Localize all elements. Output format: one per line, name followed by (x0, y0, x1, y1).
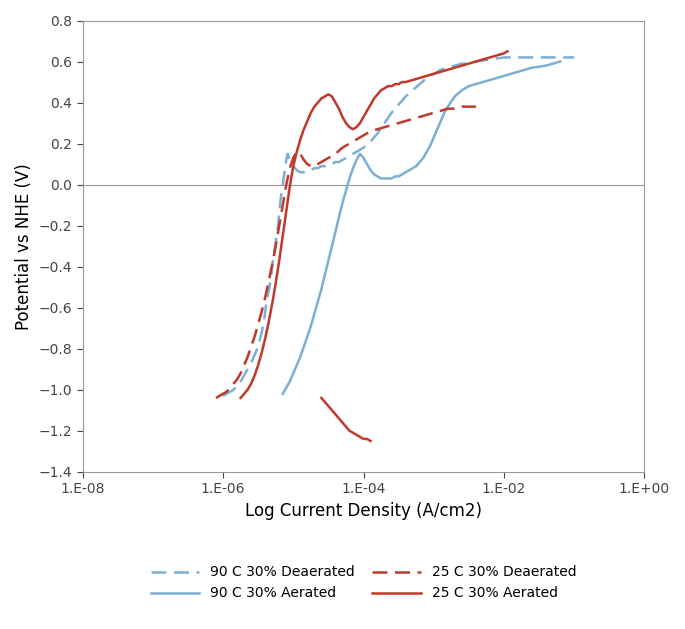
90 C 30% Deaerated (328, 160, 336, 168)
90 C 30% Deaerated (261, 308, 269, 316)
25 C 30% Aerated (236, 394, 245, 402)
90 C 30% Aerated (556, 58, 564, 65)
90 C 30% Deaerated (277, 195, 285, 203)
90 C 30% Deaerated (240, 372, 248, 379)
Y-axis label: Potential vs NHE (V): Potential vs NHE (V) (15, 163, 33, 330)
Line: 25 C 30% Aerated: 25 C 30% Aerated (240, 52, 508, 398)
25 C 30% Deaerated (458, 103, 466, 111)
25 C 30% Deaerated (328, 152, 336, 160)
90 C 30% Deaerated (279, 181, 287, 188)
90 C 30% Aerated (352, 156, 360, 164)
25 C 30% Aerated (345, 123, 353, 131)
Legend: 90 C 30% Deaerated, 90 C 30% Aerated, 25 C 30% Deaerated, 25 C 30% Aerated: 90 C 30% Deaerated, 90 C 30% Aerated, 25… (145, 560, 582, 606)
Line: 90 C 30% Deaerated: 90 C 30% Deaerated (223, 57, 574, 396)
25 C 30% Aerated (296, 136, 304, 143)
90 C 30% Deaerated (570, 53, 578, 61)
25 C 30% Aerated (338, 113, 347, 121)
25 C 30% Aerated (303, 117, 312, 125)
90 C 30% Aerated (405, 167, 413, 174)
Line: 25 C 30% Deaerated: 25 C 30% Deaerated (216, 107, 476, 398)
90 C 30% Aerated (328, 242, 336, 250)
90 C 30% Deaerated (500, 53, 508, 61)
25 C 30% Deaerated (324, 154, 332, 162)
Line: 90 C 30% Aerated: 90 C 30% Aerated (283, 62, 560, 394)
25 C 30% Deaerated (212, 394, 220, 402)
90 C 30% Deaerated (219, 392, 227, 399)
90 C 30% Aerated (391, 172, 399, 180)
25 C 30% Deaerated (247, 343, 256, 350)
25 C 30% Deaerated (352, 136, 360, 143)
X-axis label: Log Current Density (A/cm2): Log Current Density (A/cm2) (245, 502, 482, 520)
25 C 30% Aerated (503, 48, 512, 55)
25 C 30% Deaerated (317, 159, 325, 166)
90 C 30% Aerated (479, 78, 487, 86)
25 C 30% Deaerated (286, 164, 294, 172)
25 C 30% Aerated (388, 82, 396, 90)
90 C 30% Aerated (321, 271, 329, 279)
25 C 30% Deaerated (472, 103, 480, 111)
90 C 30% Aerated (279, 390, 287, 398)
90 C 30% Deaerated (556, 53, 564, 61)
25 C 30% Aerated (500, 50, 508, 57)
